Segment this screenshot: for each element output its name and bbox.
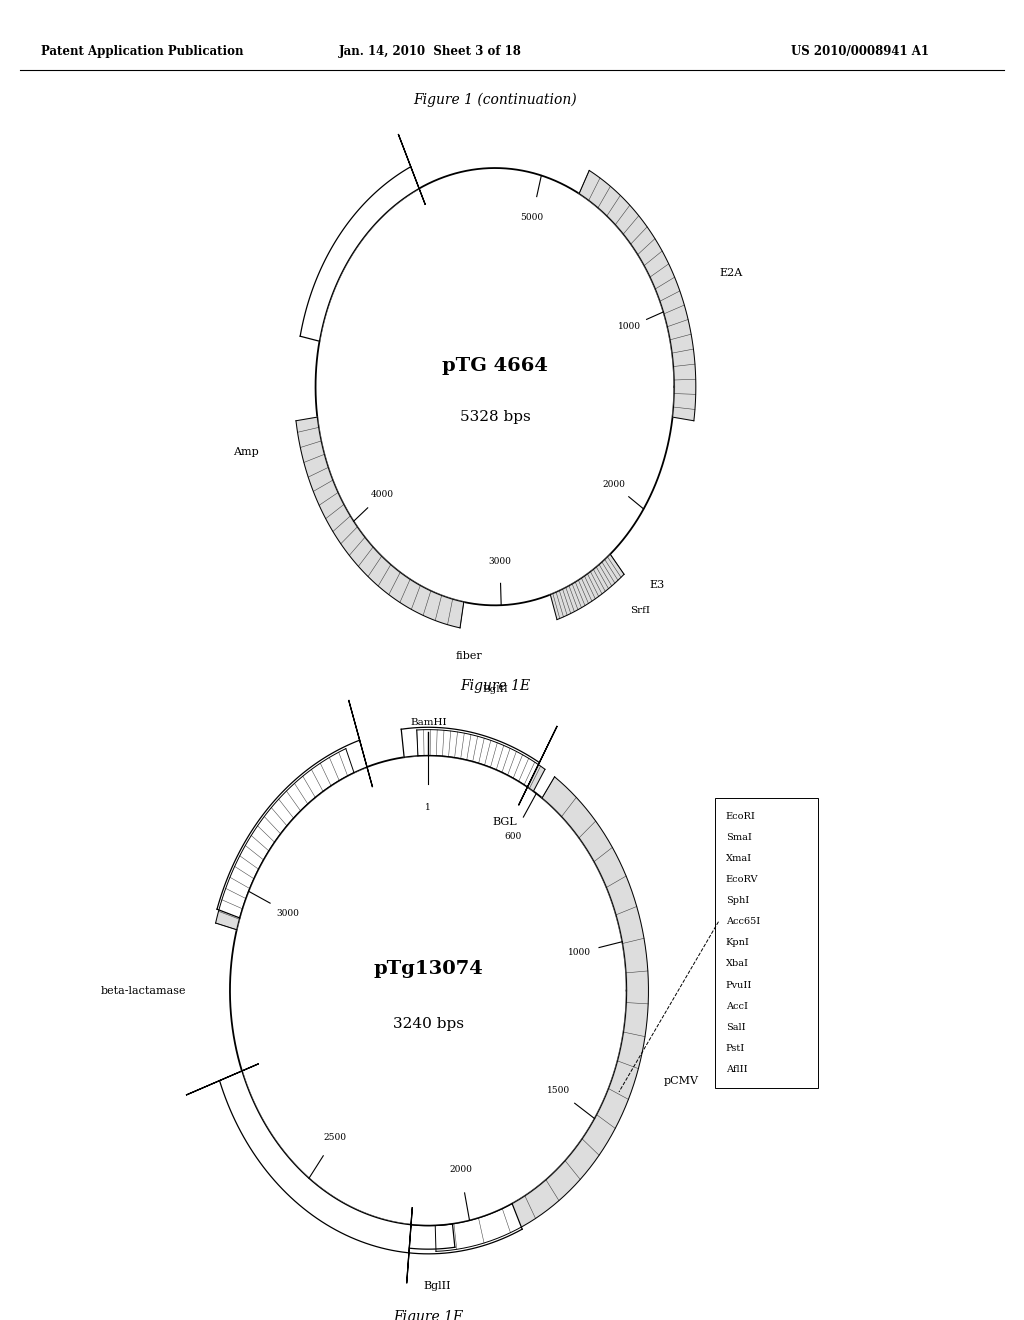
Text: 2000: 2000	[450, 1166, 472, 1175]
Text: fiber: fiber	[456, 652, 482, 661]
Text: E2A: E2A	[720, 268, 742, 279]
Polygon shape	[518, 726, 557, 805]
Text: 3000: 3000	[488, 557, 511, 566]
Text: XmaI: XmaI	[726, 854, 752, 863]
Text: Acc65I: Acc65I	[726, 917, 760, 927]
Polygon shape	[580, 170, 695, 421]
Text: SmaI: SmaI	[726, 833, 752, 842]
Text: Amp: Amp	[233, 446, 259, 457]
Text: 2000: 2000	[602, 480, 626, 488]
Text: 5000: 5000	[520, 214, 544, 222]
Text: BglII: BglII	[482, 685, 508, 693]
Text: 600: 600	[504, 833, 521, 841]
Text: E3: E3	[649, 581, 665, 590]
Text: EcoRV: EcoRV	[726, 875, 759, 884]
Text: SalI: SalI	[726, 1023, 745, 1032]
Polygon shape	[401, 727, 540, 787]
Text: XbaI: XbaI	[726, 960, 749, 969]
Text: 3000: 3000	[276, 908, 300, 917]
Text: Figure 1E: Figure 1E	[460, 678, 530, 693]
Text: pCMV: pCMV	[665, 1076, 699, 1086]
Text: 2500: 2500	[324, 1133, 347, 1142]
Text: 5328 bps: 5328 bps	[460, 411, 530, 425]
Text: beta-lactamase: beta-lactamase	[100, 986, 186, 995]
Polygon shape	[300, 166, 419, 342]
Text: BglII: BglII	[424, 1280, 452, 1291]
Polygon shape	[219, 1071, 522, 1254]
Polygon shape	[398, 135, 425, 205]
Text: KpnI: KpnI	[726, 939, 750, 948]
Text: 1000: 1000	[618, 322, 641, 331]
Polygon shape	[417, 730, 545, 791]
Text: pTg13074: pTg13074	[374, 960, 483, 978]
Text: 3240 bps: 3240 bps	[393, 1016, 464, 1031]
Text: BamHI: BamHI	[410, 718, 446, 727]
Polygon shape	[435, 777, 648, 1251]
Text: SrfI: SrfI	[631, 606, 650, 615]
Polygon shape	[296, 417, 464, 628]
Text: 1: 1	[425, 803, 431, 812]
Text: AflII: AflII	[726, 1065, 748, 1074]
Text: BGL: BGL	[493, 817, 517, 826]
Text: EcoRI: EcoRI	[726, 812, 756, 821]
Text: SphI: SphI	[726, 896, 750, 906]
Polygon shape	[407, 1208, 413, 1283]
Text: pTG 4664: pTG 4664	[442, 358, 548, 375]
Polygon shape	[186, 1064, 259, 1096]
Text: US 2010/0008941 A1: US 2010/0008941 A1	[792, 45, 929, 58]
FancyBboxPatch shape	[715, 797, 817, 1088]
Text: Patent Application Publication: Patent Application Publication	[41, 45, 244, 58]
Polygon shape	[216, 748, 354, 929]
Polygon shape	[550, 554, 624, 619]
Text: Figure 1F: Figure 1F	[393, 1311, 463, 1320]
Text: Figure 1 (continuation): Figure 1 (continuation)	[413, 92, 577, 107]
Polygon shape	[217, 741, 367, 917]
Text: AccI: AccI	[726, 1002, 748, 1011]
Text: 1000: 1000	[568, 948, 591, 957]
Text: PvuII: PvuII	[726, 981, 753, 990]
Text: Jan. 14, 2010  Sheet 3 of 18: Jan. 14, 2010 Sheet 3 of 18	[339, 45, 521, 58]
Text: 4000: 4000	[371, 490, 393, 499]
Polygon shape	[348, 700, 373, 787]
Text: 1500: 1500	[547, 1086, 569, 1094]
Polygon shape	[410, 1224, 455, 1249]
Text: PstI: PstI	[726, 1044, 745, 1053]
